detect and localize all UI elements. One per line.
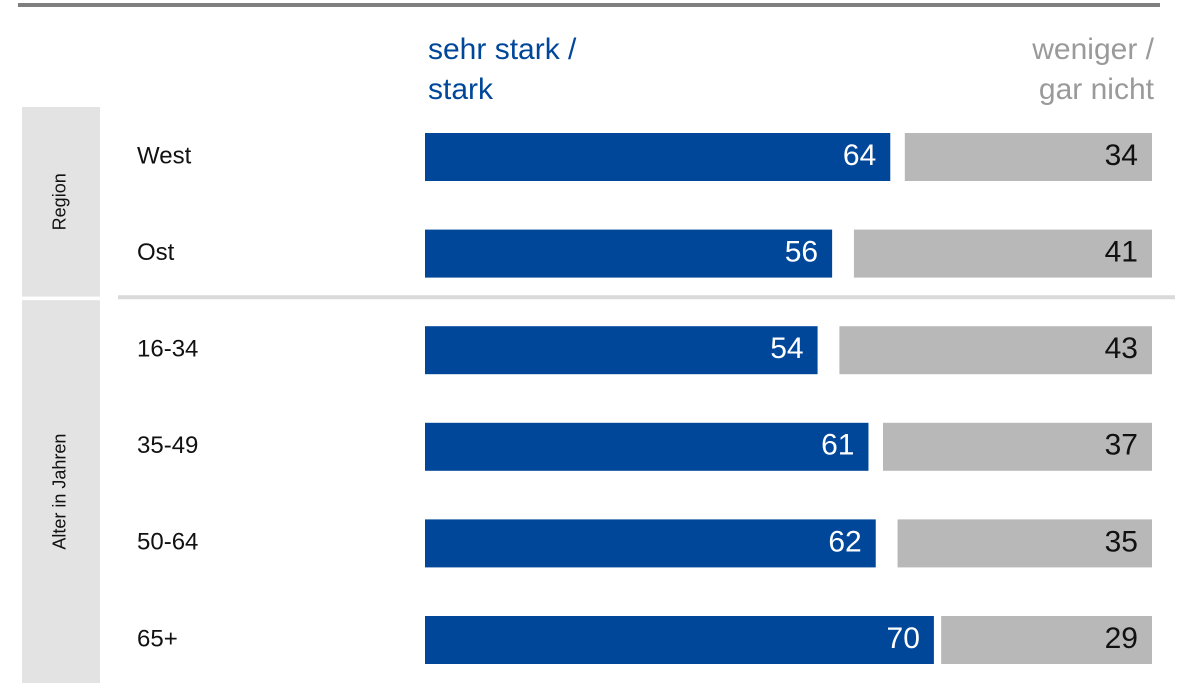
- bar: [853, 229, 1152, 278]
- value-label: 34: [1105, 139, 1138, 172]
- bar: [425, 422, 869, 471]
- legend-blue: sehr stark / stark: [428, 33, 577, 106]
- value-label: 61: [821, 429, 854, 462]
- bar: [425, 133, 891, 181]
- value-label: 54: [770, 332, 803, 365]
- bar: [897, 519, 1152, 568]
- bar: [425, 616, 934, 664]
- value-label: 56: [785, 236, 818, 269]
- value-label: 64: [843, 139, 876, 172]
- category-label: 35-49: [137, 432, 198, 459]
- bar: [839, 326, 1152, 375]
- group-label: Alter in Jahren: [50, 434, 70, 550]
- group-label: Region: [50, 173, 70, 230]
- bar: [904, 133, 1152, 181]
- value-label: 29: [1105, 622, 1138, 655]
- value-label: 37: [1105, 429, 1138, 462]
- category-label: Ost: [137, 239, 175, 266]
- value-label: 35: [1105, 525, 1138, 558]
- value-label: 43: [1105, 332, 1138, 365]
- group-box: [22, 300, 100, 683]
- bar: [425, 229, 833, 278]
- value-label: 70: [887, 622, 920, 655]
- category-label: 16-34: [137, 336, 198, 363]
- value-label: 41: [1105, 236, 1138, 269]
- group-box: [22, 107, 100, 297]
- bar: [425, 326, 818, 375]
- bar: [941, 616, 1152, 664]
- category-label: West: [137, 142, 192, 169]
- legend-gray: weniger / gar nicht: [1032, 33, 1154, 106]
- value-label: 62: [828, 525, 861, 558]
- bar: [425, 519, 876, 568]
- bar: [883, 422, 1152, 471]
- category-label: 65+: [137, 625, 178, 652]
- category-label: 50-64: [137, 529, 198, 556]
